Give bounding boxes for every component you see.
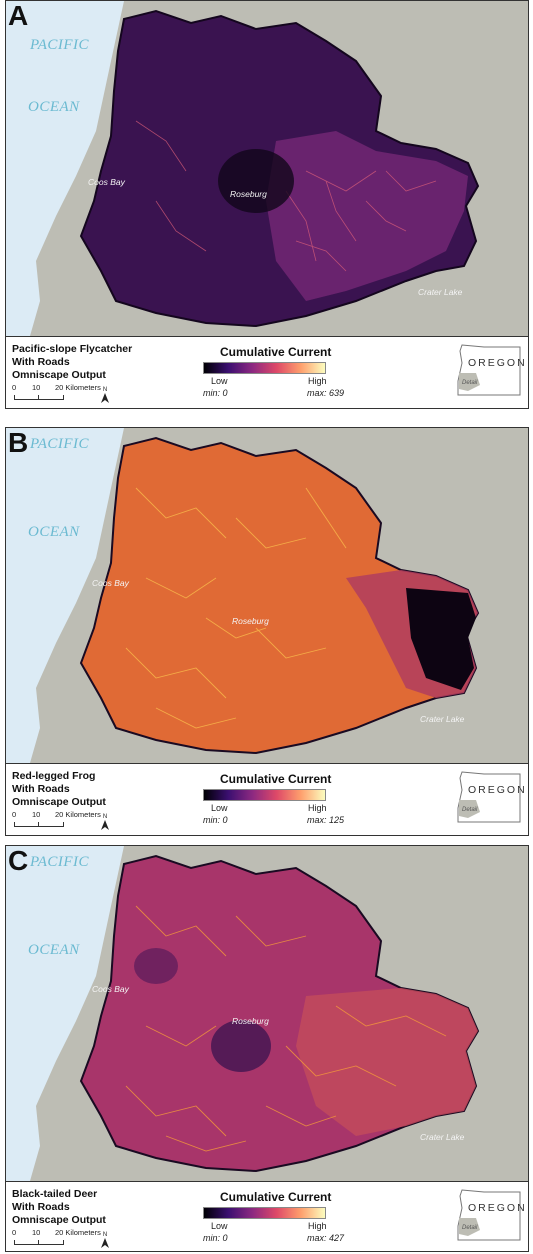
city-label-coos-bay: Coos Bay [92, 578, 129, 588]
connectivity-map [6, 846, 528, 1181]
legend-high: High [308, 376, 327, 386]
scale-bar: 0 10 20 Kilometers [12, 810, 122, 832]
map-frame: PACIFIC OCEAN Coos Bay Roseburg Crater L… [5, 845, 529, 1182]
city-label-roseburg: Roseburg [230, 189, 267, 199]
city-label-crater-lake: Crater Lake [420, 714, 465, 724]
ocean-label: OCEAN [28, 524, 80, 540]
connectivity-map [6, 1, 528, 336]
scale-bar: 0 10 20 Kilometers [12, 383, 122, 405]
ocean-label: PACIFIC [30, 37, 90, 53]
city-label-crater-lake: Crater Lake [420, 1132, 465, 1142]
ocean-label: PACIFIC [30, 854, 90, 870]
legend-low: Low [211, 1221, 228, 1231]
legend-high: High [308, 803, 327, 813]
city-label-coos-bay: Coos Bay [88, 177, 125, 187]
oregon-inset: OREGON Detail [454, 768, 526, 828]
legend-min: min: 0 [203, 388, 228, 398]
inset-state-label: OREGON [468, 1202, 527, 1214]
legend-min: min: 0 [203, 815, 228, 825]
color-ramp [203, 362, 326, 374]
species-title: Black-tailed Deer With Roads Omniscape O… [12, 1188, 106, 1226]
panel-letter: A [8, 0, 29, 31]
map-legend: Pacific-slope Flycatcher With Roads Omni… [5, 337, 529, 409]
city-label-roseburg: Roseburg [232, 1016, 269, 1026]
legend-max: max: 639 [307, 388, 345, 398]
legend-max: max: 427 [307, 1233, 345, 1243]
legend-title: Cumulative Current [220, 1190, 332, 1204]
legend-title: Cumulative Current [220, 345, 332, 359]
color-ramp [203, 789, 326, 801]
panel-letter: B [8, 427, 29, 458]
map-frame: PACIFIC OCEAN Coos Bay Roseburg Crater L… [5, 427, 529, 764]
inset-state-label: OREGON [468, 357, 527, 369]
connectivity-map [6, 428, 528, 763]
scale-bar: 0 10 20 Kilometers [12, 1228, 122, 1250]
inset-state-label: OREGON [468, 784, 527, 796]
city-label-coos-bay: Coos Bay [92, 984, 129, 994]
inset-detail-label: Detail [462, 807, 478, 813]
legend-low: Low [211, 376, 228, 386]
inset-detail-label: Detail [462, 380, 478, 386]
legend-max: max: 125 [307, 815, 345, 825]
ocean-label: PACIFIC [30, 436, 90, 452]
species-title: Pacific-slope Flycatcher With Roads Omni… [12, 343, 133, 381]
city-label-roseburg: Roseburg [232, 616, 269, 626]
color-ramp [203, 1207, 326, 1219]
oregon-inset: OREGON Detail [454, 341, 526, 401]
north-arrow-icon: N [101, 1232, 109, 1250]
map-legend: Black-tailed Deer With Roads Omniscape O… [5, 1182, 529, 1252]
legend-low: Low [211, 803, 228, 813]
legend-title: Cumulative Current [220, 772, 332, 786]
legend-high: High [308, 1221, 327, 1231]
ocean-label: OCEAN [28, 99, 80, 115]
species-title: Red-legged Frog With Roads Omniscape Out… [12, 770, 106, 808]
panel-letter: C [8, 845, 29, 876]
map-legend: Red-legged Frog With Roads Omniscape Out… [5, 764, 529, 836]
ocean-label: OCEAN [28, 942, 80, 958]
legend-min: min: 0 [203, 1233, 228, 1243]
city-label-crater-lake: Crater Lake [418, 287, 463, 297]
inset-detail-label: Detail [462, 1225, 478, 1231]
north-arrow-icon: N [101, 387, 109, 405]
map-frame: PACIFIC OCEAN Coos Bay Roseburg Crater L… [5, 0, 529, 337]
oregon-inset: OREGON Detail [454, 1186, 526, 1246]
north-arrow-icon: N [101, 814, 109, 832]
